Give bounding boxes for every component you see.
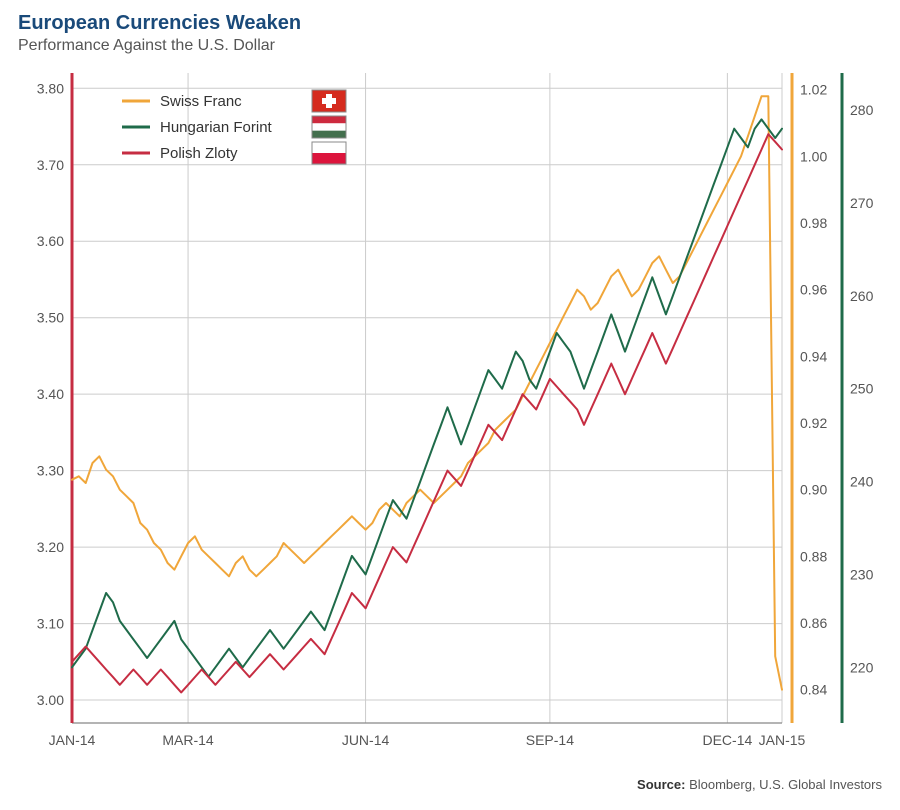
svg-text:1.02: 1.02	[800, 82, 827, 98]
svg-text:JAN-14: JAN-14	[49, 732, 96, 748]
svg-text:3.80: 3.80	[37, 80, 64, 96]
svg-text:260: 260	[850, 288, 874, 304]
chart-title: European Currencies Weaken	[18, 12, 882, 35]
svg-text:3.70: 3.70	[37, 157, 64, 173]
svg-text:0.84: 0.84	[800, 682, 827, 698]
legend-label: Hungarian Forint	[160, 119, 273, 136]
svg-text:JAN-15: JAN-15	[759, 732, 806, 748]
series-polish-zloty	[72, 134, 782, 692]
svg-text:230: 230	[850, 566, 874, 582]
svg-text:JUN-14: JUN-14	[342, 732, 390, 748]
svg-text:0.94: 0.94	[800, 348, 827, 364]
svg-text:240: 240	[850, 474, 874, 490]
svg-text:MAR-14: MAR-14	[162, 732, 214, 748]
svg-text:DEC-14: DEC-14	[702, 732, 752, 748]
svg-text:3.00: 3.00	[37, 692, 64, 708]
svg-text:3.30: 3.30	[37, 463, 64, 479]
legend-label: Polish Zloty	[160, 145, 238, 162]
svg-text:1.00: 1.00	[800, 148, 827, 164]
svg-text:0.96: 0.96	[800, 282, 827, 298]
svg-text:3.20: 3.20	[37, 539, 64, 555]
svg-text:SEP-14: SEP-14	[526, 732, 574, 748]
svg-text:0.86: 0.86	[800, 615, 827, 631]
svg-text:0.98: 0.98	[800, 215, 827, 231]
svg-text:220: 220	[850, 659, 874, 675]
svg-text:3.10: 3.10	[37, 616, 64, 632]
svg-text:280: 280	[850, 102, 874, 118]
svg-text:3.50: 3.50	[37, 310, 64, 326]
chart-area: 3.00 3.10 3.20 3.30 3.40 3.50 3.60 3.70 3.80 0.84…	[18, 63, 882, 773]
svg-text:0.88: 0.88	[800, 548, 827, 564]
svg-text:250: 250	[850, 381, 874, 397]
series-hungarian-forint	[72, 119, 782, 676]
chart-subtitle: Performance Against the U.S. Dollar	[18, 37, 882, 55]
legend-label: Swiss Franc	[160, 93, 242, 110]
source-line: Source: Bloomberg, U.S. Global Investors	[18, 777, 882, 792]
flag-ch-icon	[312, 90, 346, 112]
chart-svg: 3.00 3.10 3.20 3.30 3.40 3.50 3.60 3.70 3.80 0.84…	[18, 63, 882, 773]
svg-text:0.90: 0.90	[800, 482, 827, 498]
svg-text:0.92: 0.92	[800, 415, 827, 431]
flag-pl-icon	[312, 142, 346, 164]
series-swiss-franc	[72, 96, 782, 689]
svg-text:3.40: 3.40	[37, 386, 64, 402]
svg-text:3.60: 3.60	[37, 233, 64, 249]
flag-hu-icon	[312, 116, 346, 138]
svg-text:270: 270	[850, 195, 874, 211]
